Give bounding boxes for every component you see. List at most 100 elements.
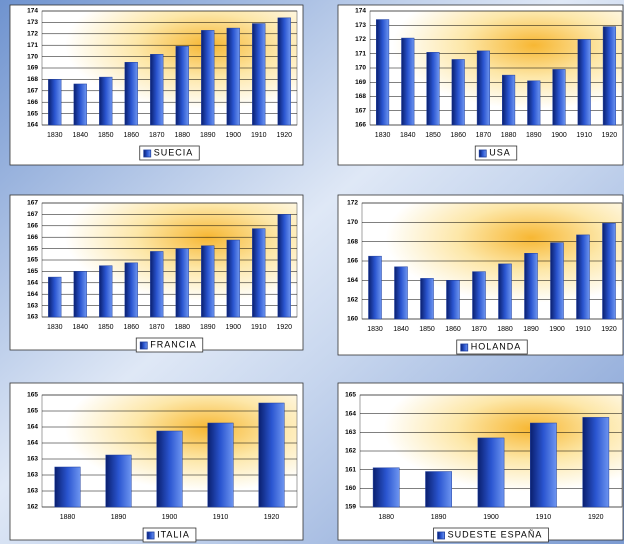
y-tick-label: 167 [27,200,38,207]
legend: FRANCIA [135,337,204,353]
x-tick-label: 1920 [276,132,292,139]
x-tick-label: 1880 [174,324,190,331]
legend-swatch [143,149,152,158]
y-tick-label: 162 [347,296,358,303]
bar [451,59,465,126]
x-tick-label: 1860 [445,326,461,333]
bar [477,437,505,508]
legend: USA [474,145,518,161]
y-tick-label: 163 [27,456,38,463]
legend-label: ITALIA [157,529,190,539]
x-tick-label: 1850 [98,324,114,331]
bar [252,23,266,126]
bar [552,69,566,126]
x-tick-label: 1840 [72,324,88,331]
bar [550,242,564,320]
bar [258,402,285,508]
x-tick-label: 1890 [523,326,539,333]
bar [602,223,616,320]
y-tick-label: 163 [27,472,38,479]
y-tick-label: 161 [345,466,356,473]
y-tick-label: 164 [27,424,38,431]
x-tick-label: 1880 [501,132,517,139]
y-tick-label: 164 [27,122,38,129]
x-tick-label: 1910 [575,326,591,333]
y-tick-label: 170 [355,65,366,72]
x-tick-label: 1840 [393,326,409,333]
x-tick-label: 1890 [526,132,542,139]
y-tick-label: 167 [355,107,366,114]
y-tick-label: 174 [27,8,38,15]
bar [446,280,460,320]
bar [277,214,291,318]
x-tick-label: 1850 [98,132,114,139]
legend-swatch [460,343,469,352]
bar [277,17,291,126]
bar [602,26,616,126]
bar [175,248,189,318]
y-tick-label: 166 [347,258,358,265]
y-tick-label: 173 [27,19,38,26]
x-tick-label: 1880 [60,514,76,521]
bar [372,467,400,508]
x-tick-label: 1880 [174,132,190,139]
legend-swatch [437,531,445,540]
x-tick-label: 1880 [378,514,394,521]
bar [420,278,434,320]
x-tick-label: 1920 [602,132,618,139]
x-tick-label: 1900 [225,132,241,139]
legend-swatch [139,341,148,350]
y-tick-label: 169 [355,79,366,86]
x-tick-label: 1910 [213,514,229,521]
bar [401,37,415,126]
x-tick-label: 1890 [111,514,127,521]
bar [472,271,486,320]
y-tick-label: 172 [355,36,366,43]
y-tick-label: 166 [27,99,38,106]
y-tick-label: 164 [27,280,38,287]
bar [73,271,87,318]
x-tick-label: 1830 [367,326,383,333]
y-tick-label: 171 [355,50,366,57]
y-tick-label: 160 [345,485,356,492]
bar [426,52,440,126]
x-tick-label: 1850 [419,326,435,333]
legend-frame [135,337,204,353]
y-tick-label: 163 [345,429,356,436]
bar [201,245,215,318]
x-tick-label: 1920 [276,324,292,331]
y-tick-label: 164 [345,410,356,417]
legend-frame [139,145,200,161]
bar [175,46,189,126]
y-tick-label: 173 [355,22,366,29]
x-tick-label: 1850 [425,132,441,139]
y-tick-label: 166 [355,122,366,129]
bar [226,239,240,318]
y-tick-label: 166 [27,234,38,241]
y-tick-label: 163 [27,314,38,321]
x-tick-label: 1910 [576,132,592,139]
x-tick-label: 1910 [251,324,267,331]
y-tick-label: 165 [345,392,356,399]
legend-label: SUECIA [154,147,194,157]
y-tick-label: 160 [347,316,358,323]
legend-swatch [478,149,487,158]
x-tick-label: 1900 [551,132,567,139]
y-tick-label: 168 [355,93,366,100]
y-tick-label: 164 [27,291,38,298]
bar [476,50,490,126]
x-tick-label: 1870 [149,132,165,139]
x-tick-label: 1900 [225,324,241,331]
bar [207,422,234,508]
x-tick-label: 1830 [47,324,63,331]
x-tick-label: 1900 [549,326,565,333]
x-tick-label: 1880 [497,326,513,333]
y-tick-label: 159 [345,504,356,511]
y-tick-label: 172 [347,200,358,207]
bar [530,422,557,508]
x-tick-label: 1890 [200,132,216,139]
legend-frame [433,527,549,543]
x-tick-label: 1920 [264,514,280,521]
x-tick-label: 1860 [123,324,139,331]
